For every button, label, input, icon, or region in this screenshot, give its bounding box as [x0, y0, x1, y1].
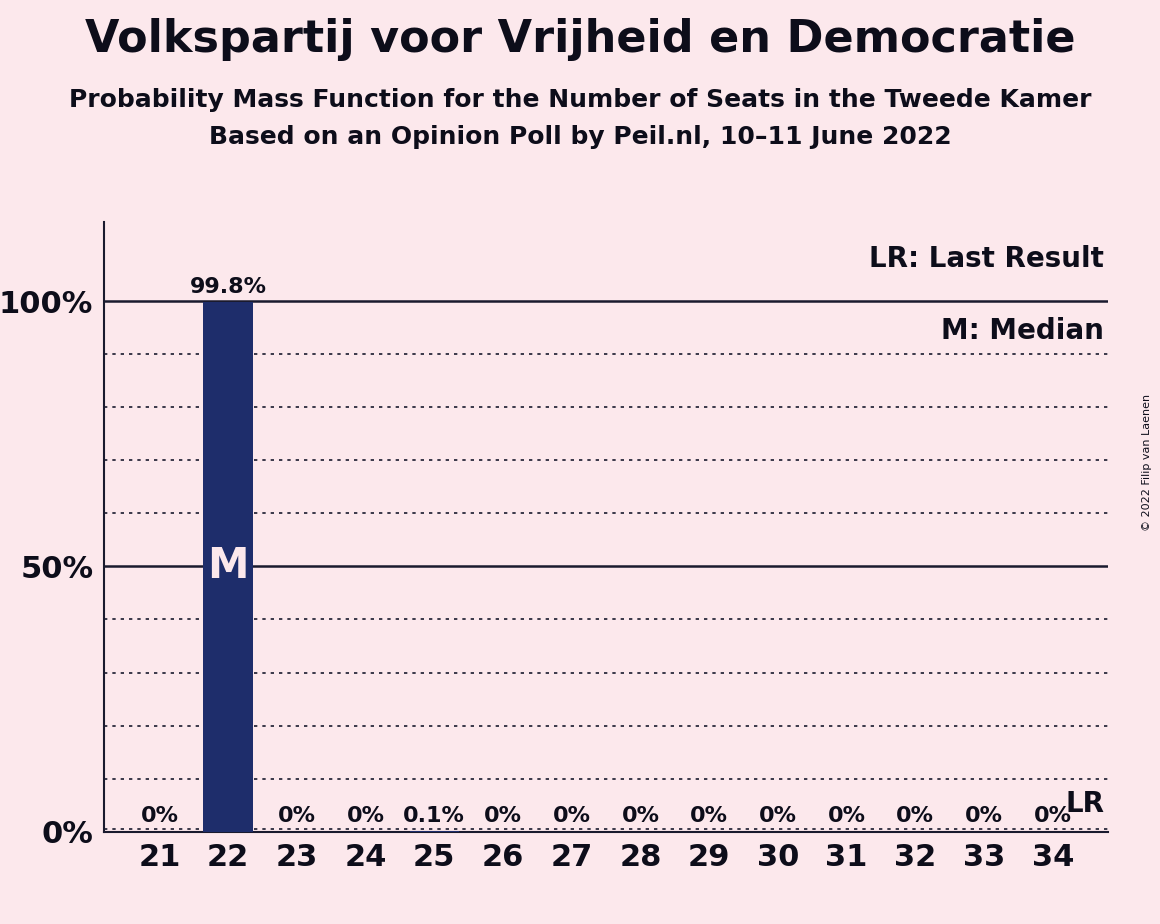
- Text: M: Median: M: Median: [942, 317, 1104, 346]
- Text: 0%: 0%: [347, 807, 385, 826]
- Text: 0%: 0%: [690, 807, 728, 826]
- Text: 0%: 0%: [622, 807, 660, 826]
- Text: 0%: 0%: [759, 807, 797, 826]
- Text: 0%: 0%: [278, 807, 316, 826]
- Bar: [203, 302, 253, 832]
- Text: Probability Mass Function for the Number of Seats in the Tweede Kamer: Probability Mass Function for the Number…: [68, 88, 1092, 112]
- Text: 0%: 0%: [140, 807, 179, 826]
- Text: LR: Last Result: LR: Last Result: [870, 245, 1104, 273]
- Text: LR: LR: [1065, 790, 1104, 819]
- Text: 0%: 0%: [552, 807, 590, 826]
- Text: Based on an Opinion Poll by Peil.nl, 10–11 June 2022: Based on an Opinion Poll by Peil.nl, 10–…: [209, 125, 951, 149]
- Text: 0%: 0%: [1034, 807, 1072, 826]
- Text: M: M: [208, 545, 249, 588]
- Text: 0%: 0%: [965, 807, 1003, 826]
- Text: 0%: 0%: [827, 807, 865, 826]
- Text: Volkspartij voor Vrijheid en Democratie: Volkspartij voor Vrijheid en Democratie: [85, 18, 1075, 62]
- Text: 0.1%: 0.1%: [404, 807, 465, 826]
- Text: 0%: 0%: [897, 807, 934, 826]
- Text: 0%: 0%: [484, 807, 522, 826]
- Text: © 2022 Filip van Laenen: © 2022 Filip van Laenen: [1141, 394, 1152, 530]
- Text: 99.8%: 99.8%: [189, 277, 267, 297]
